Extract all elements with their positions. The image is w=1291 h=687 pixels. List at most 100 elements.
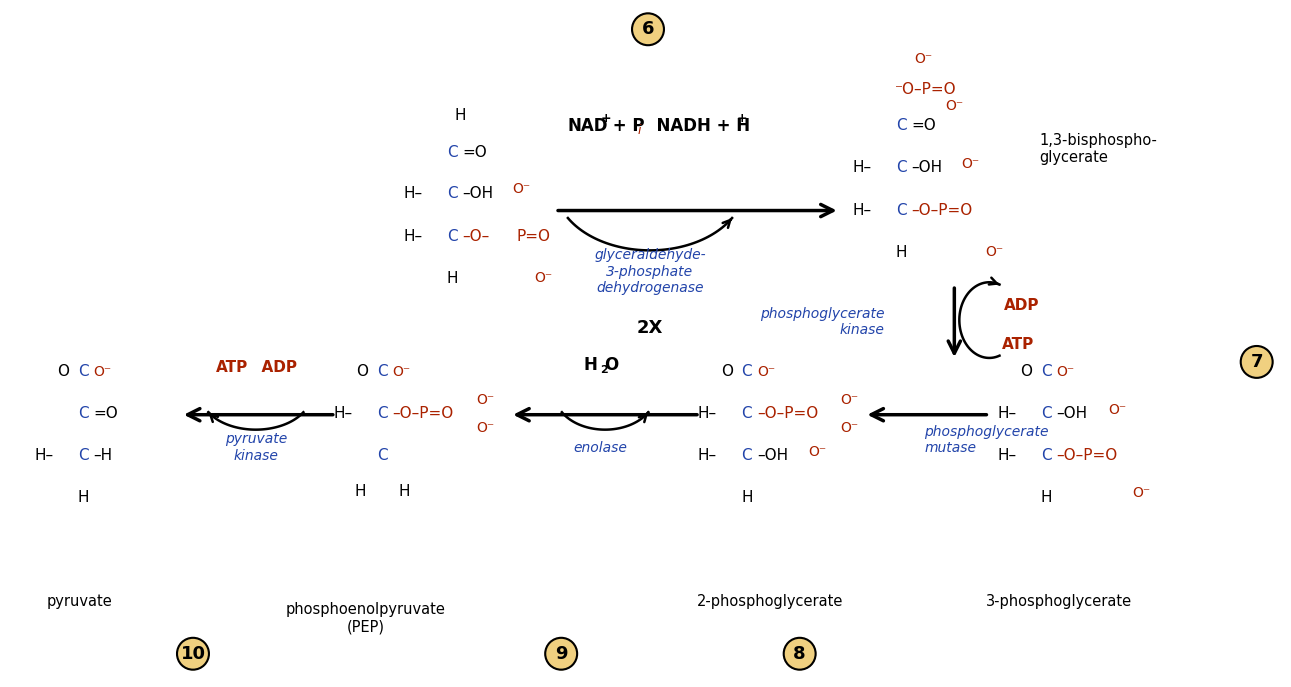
Text: ATP: ATP	[216, 361, 248, 375]
Text: pyruvate
kinase: pyruvate kinase	[225, 433, 287, 462]
Text: 8: 8	[794, 644, 806, 663]
Text: –O–P=O: –O–P=O	[911, 203, 972, 218]
Text: O⁻: O⁻	[93, 365, 111, 379]
Text: phosphoglycerate
kinase: phosphoglycerate kinase	[760, 307, 884, 337]
Circle shape	[1241, 346, 1273, 378]
Text: enolase: enolase	[573, 440, 627, 455]
Text: O⁻: O⁻	[985, 245, 1003, 260]
Text: O⁻: O⁻	[476, 393, 494, 407]
Text: H: H	[896, 245, 908, 260]
Text: H: H	[454, 109, 466, 124]
Text: =O: =O	[462, 145, 487, 160]
Text: C: C	[741, 406, 753, 421]
Text: ADP: ADP	[250, 361, 297, 375]
Text: H–: H–	[333, 406, 352, 421]
Text: O⁻: O⁻	[1132, 486, 1150, 500]
Text: NADH + H: NADH + H	[646, 117, 750, 135]
Text: 2: 2	[600, 365, 608, 375]
Text: H: H	[77, 490, 89, 505]
Text: H: H	[741, 490, 753, 505]
Text: H–: H–	[997, 406, 1016, 421]
Text: O⁻: O⁻	[840, 420, 859, 435]
Text: C: C	[377, 364, 387, 379]
Text: ⁻O–P=O: ⁻O–P=O	[896, 82, 957, 97]
Text: –OH: –OH	[911, 160, 942, 175]
Text: H–: H–	[852, 203, 871, 218]
Text: C: C	[377, 406, 387, 421]
Text: O⁻: O⁻	[476, 420, 494, 435]
Text: C: C	[377, 448, 387, 463]
Circle shape	[784, 638, 816, 670]
Text: H–: H–	[852, 160, 871, 175]
Text: 3-phosphoglycerate: 3-phosphoglycerate	[986, 594, 1132, 609]
Text: O⁻: O⁻	[534, 271, 553, 285]
Text: H: H	[1041, 490, 1052, 505]
Text: phosphoenolpyruvate
(PEP): phosphoenolpyruvate (PEP)	[285, 602, 445, 634]
Text: +: +	[737, 113, 747, 126]
Text: H: H	[584, 356, 596, 374]
Text: H–: H–	[34, 448, 53, 463]
Text: –OH: –OH	[462, 186, 493, 201]
Text: O⁻: O⁻	[513, 181, 531, 196]
Text: –H: –H	[93, 448, 112, 463]
Text: H–: H–	[697, 448, 717, 463]
Text: 9: 9	[555, 644, 568, 663]
Text: ADP: ADP	[1004, 297, 1039, 313]
Text: pyruvate: pyruvate	[46, 594, 112, 609]
Text: O⁻: O⁻	[962, 157, 980, 171]
Text: –O–P=O: –O–P=O	[392, 406, 454, 421]
Text: –OH: –OH	[1056, 406, 1087, 421]
Text: 2X: 2X	[636, 319, 664, 337]
Text: C: C	[447, 229, 458, 244]
Text: C: C	[741, 448, 753, 463]
Text: i: i	[638, 124, 642, 137]
Text: –OH: –OH	[757, 448, 788, 463]
Text: O⁻: O⁻	[1056, 365, 1074, 379]
Text: O⁻: O⁻	[1108, 403, 1126, 417]
Text: C: C	[447, 145, 458, 160]
Text: –O–P=O: –O–P=O	[1056, 448, 1118, 463]
Text: P=O: P=O	[516, 229, 550, 244]
Text: O: O	[720, 364, 733, 379]
Text: O: O	[57, 364, 70, 379]
Text: + P: + P	[607, 117, 644, 135]
Text: O⁻: O⁻	[945, 99, 963, 113]
Text: 1,3-bisphospho-
glycerate: 1,3-bisphospho- glycerate	[1039, 133, 1157, 165]
Text: –O–P=O: –O–P=O	[757, 406, 818, 421]
Text: C: C	[77, 364, 89, 379]
Text: H–: H–	[697, 406, 717, 421]
Text: –O–: –O–	[462, 229, 489, 244]
Text: O⁻: O⁻	[757, 365, 775, 379]
Circle shape	[177, 638, 209, 670]
Text: O⁻: O⁻	[840, 393, 859, 407]
Text: C: C	[896, 118, 906, 133]
Text: O⁻: O⁻	[392, 365, 411, 379]
Text: C: C	[741, 364, 753, 379]
Text: 10: 10	[181, 644, 205, 663]
Text: O: O	[604, 356, 618, 374]
Text: +: +	[602, 113, 612, 126]
Text: =O: =O	[911, 118, 936, 133]
Text: glyceraldehyde-
3-phosphate
dehydrogenase: glyceraldehyde- 3-phosphate dehydrogenas…	[594, 249, 706, 295]
Text: 7: 7	[1251, 353, 1263, 371]
Text: C: C	[77, 406, 89, 421]
Text: C: C	[1041, 448, 1051, 463]
Text: H: H	[447, 271, 458, 286]
Text: O⁻: O⁻	[914, 52, 932, 66]
Text: 6: 6	[642, 21, 655, 38]
Text: ATP: ATP	[1002, 337, 1034, 352]
Text: H–: H–	[403, 186, 422, 201]
Text: H–: H–	[997, 448, 1016, 463]
Text: =O: =O	[93, 406, 117, 421]
Text: O: O	[356, 364, 369, 379]
Text: O⁻: O⁻	[808, 444, 828, 458]
Text: O: O	[1020, 364, 1033, 379]
Text: 2-phosphoglycerate: 2-phosphoglycerate	[697, 594, 843, 609]
Text: H: H	[355, 484, 367, 499]
Text: C: C	[1041, 406, 1051, 421]
Text: H: H	[399, 484, 411, 499]
Circle shape	[545, 638, 577, 670]
Circle shape	[633, 13, 664, 45]
Text: C: C	[1041, 364, 1051, 379]
Text: C: C	[896, 160, 906, 175]
